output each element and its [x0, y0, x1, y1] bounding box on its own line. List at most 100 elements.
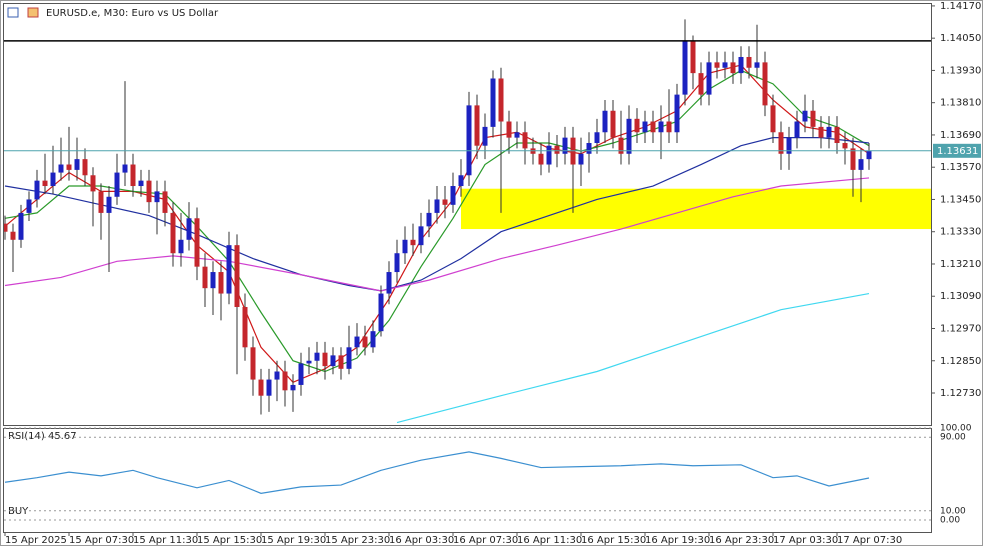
candle-body [578, 153, 584, 165]
candle-body [402, 239, 408, 254]
candle-body [594, 132, 600, 144]
candle-body [98, 191, 104, 213]
candle-body [234, 245, 240, 307]
candle-body [642, 121, 648, 133]
candle-body [698, 73, 704, 95]
candle-body [202, 266, 208, 289]
y-tick-label: 90.00 [940, 433, 966, 443]
candle-body [386, 272, 392, 294]
candle-body [466, 105, 472, 176]
candle-body [538, 153, 544, 165]
candle-body [866, 151, 872, 160]
rsi-pane [3, 428, 932, 533]
rsi-title: RSI(14) 45.67 [8, 431, 77, 442]
candle-body [666, 121, 672, 133]
candle-body [354, 336, 360, 348]
candle-body [418, 226, 424, 246]
candle-body [674, 94, 680, 133]
candle-body [482, 126, 488, 146]
candle-body [770, 105, 776, 133]
candle-body [490, 78, 496, 127]
y-tick-label: 1.13690 [940, 130, 981, 141]
candle-body [634, 118, 640, 133]
chart-title: EURUSD.e, M30: Euro vs US Dollar [46, 8, 219, 19]
candle-body [362, 336, 368, 348]
candle-body [258, 379, 264, 396]
candle-body [10, 231, 16, 240]
candle-body [90, 175, 96, 192]
candle-body [442, 199, 448, 205]
candle-body [194, 218, 200, 267]
candle-body [410, 239, 416, 246]
candle-body [338, 355, 344, 369]
candle-body [250, 347, 256, 380]
candle-body [610, 110, 616, 138]
candle-body [618, 137, 624, 154]
candle-body [802, 110, 808, 122]
x-tick-label: 16 Apr 11:30 [517, 535, 582, 546]
x-tick-label: 16 Apr 19:30 [645, 535, 710, 546]
y-tick-label: 1.12850 [940, 356, 981, 367]
candle-body [738, 56, 744, 74]
candle-body [682, 40, 688, 95]
candle-body [34, 180, 40, 200]
y-tick-label: 100.00 [940, 424, 972, 434]
candle-body [450, 186, 456, 205]
candle-body [306, 360, 312, 364]
candle-body [690, 40, 696, 74]
candle-body [290, 384, 296, 391]
candle-body [762, 62, 768, 106]
candle-body [242, 306, 248, 348]
moving-average [396, 292, 870, 424]
candle-body [50, 172, 56, 187]
candle-body [706, 62, 712, 95]
candle-body [122, 164, 128, 173]
x-tick-label: 15 Apr 19:30 [261, 535, 326, 546]
header-icons [7, 7, 39, 18]
candle-body [4, 223, 8, 232]
candle-body [626, 118, 632, 154]
y-tick-label: 1.13570 [940, 162, 981, 173]
candle-body [554, 145, 560, 154]
candle-body [730, 62, 736, 74]
y-tick-label: 1.13450 [940, 194, 981, 205]
plot-area [4, 19, 931, 424]
candle-body [162, 191, 168, 213]
candle-body [18, 212, 24, 240]
icon [27, 7, 39, 18]
candle-body [74, 159, 80, 170]
candle-body [498, 78, 504, 122]
moving-average [4, 177, 870, 292]
candle-body [722, 62, 728, 68]
candle-body [346, 347, 352, 369]
x-tick-label: 16 Apr 15:30 [581, 535, 646, 546]
x-tick-label: 16 Apr 23:30 [709, 535, 774, 546]
candle-body [458, 175, 464, 187]
candle-body [586, 143, 592, 154]
candle-body [514, 132, 520, 138]
candle-body [602, 110, 608, 133]
annotation: BUY [8, 506, 29, 517]
y-tick-label: 10.00 [940, 506, 966, 516]
x-tick-label: 16 Apr 03:30 [389, 535, 454, 546]
y-tick-label: 1.13330 [940, 227, 981, 238]
candle-body [26, 199, 32, 213]
x-tick-label: 17 Apr 03:30 [773, 535, 838, 546]
price-tag [933, 143, 981, 158]
candle-body [778, 132, 784, 154]
y-tick-label: 1.13210 [940, 259, 981, 270]
candle-body [314, 352, 320, 361]
x-tick-label: 17 Apr 07:30 [837, 535, 902, 546]
candle-body [426, 212, 432, 227]
candle-body [322, 352, 328, 367]
y-tick-label: 1.13090 [940, 291, 981, 302]
candle-body [522, 132, 528, 149]
candle-body [834, 126, 840, 144]
candle-body [138, 180, 144, 187]
candle-body [474, 105, 480, 146]
x-tick-label: 15 Apr 15:30 [197, 535, 262, 546]
x-tick-label: 15 Apr 11:30 [133, 535, 198, 546]
icon [7, 7, 19, 18]
candle-body [298, 363, 304, 385]
